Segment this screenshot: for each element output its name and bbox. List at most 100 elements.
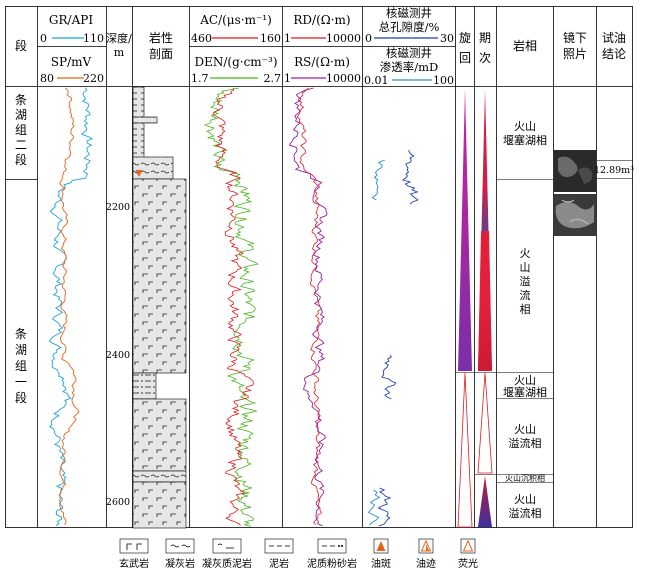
header-cycle-2: 回 bbox=[459, 51, 471, 65]
header-segment: 段 bbox=[15, 38, 27, 53]
facies-4-line-2: 溢流相 bbox=[509, 436, 542, 450]
facies-column: 火山 堰塞湖相 火 山 溢 流 相 火山 堰塞湖相 火山 溢流相 火山沉积相 火… bbox=[497, 120, 553, 520]
header-lith-1: 岩性 bbox=[149, 30, 173, 45]
stage-column bbox=[475, 89, 497, 527]
facies-2-char-1: 火 bbox=[520, 247, 531, 260]
header-depth-1: 深度/ bbox=[106, 31, 132, 45]
fluorescence-icon bbox=[462, 539, 474, 552]
lithology-column bbox=[132, 86, 187, 529]
header-cycle-1: 旋 bbox=[459, 31, 471, 45]
depth-axis: 2200 2400 2600 bbox=[106, 202, 130, 508]
den-curve bbox=[203, 87, 259, 527]
legend-basalt-label: 玄武岩 bbox=[119, 557, 149, 570]
por-min: 0 bbox=[365, 32, 372, 45]
den-label: DEN/(g·cm⁻³) bbox=[194, 55, 277, 69]
perm-label-1: 核磁测井 bbox=[386, 46, 432, 60]
header-test-1: 试油 bbox=[602, 30, 626, 45]
header-stage-1: 期 bbox=[479, 31, 491, 45]
legend-tuffaceous-mudstone-label: 凝灰质泥岩 bbox=[202, 557, 252, 570]
facies-2-char-2: 山 bbox=[520, 261, 531, 274]
cycle-column bbox=[456, 89, 475, 528]
segment-2-char-1: 条 bbox=[15, 93, 27, 107]
segment-2-char-2: 湖 bbox=[15, 107, 27, 122]
facies-2-char-3: 溢 bbox=[520, 274, 531, 288]
legend-item-basalt: 玄武岩 bbox=[119, 538, 149, 570]
legend-oil-trace-label: 油迹 bbox=[416, 557, 436, 570]
lith-basalt-mid bbox=[132, 398, 187, 472]
gr-min: 0 bbox=[40, 32, 47, 45]
ac-curve bbox=[212, 87, 254, 526]
depth-tick-2600: 2600 bbox=[106, 497, 130, 508]
depth-tick-2200: 2200 bbox=[106, 202, 130, 213]
facies-4-line-1: 火山 bbox=[514, 423, 536, 436]
facies-2-char-5: 相 bbox=[520, 303, 531, 316]
legend-item-tuffaceous-mudstone: 凝灰质泥岩 bbox=[202, 538, 252, 570]
segment-2-char-5: 段 bbox=[15, 152, 27, 167]
por-max: 30 bbox=[440, 32, 454, 45]
stage-triangle-1-lower bbox=[478, 231, 492, 371]
legend-item-mudstone: 泥岩 bbox=[264, 538, 294, 570]
perm-min: 0.01 bbox=[364, 74, 389, 87]
perm-curve-upper bbox=[371, 159, 386, 201]
thin-section-photos bbox=[554, 150, 596, 236]
por-curve-mid bbox=[381, 354, 397, 400]
lith-basalt-main bbox=[132, 178, 187, 374]
test-result-value: 12.89m³ bbox=[594, 165, 634, 176]
header: 段 深度/ m 岩性 剖面 旋 回 期 次 岩相 镜下 照片 试油 结论 bbox=[15, 30, 626, 65]
facies-3-line-2: 堰塞湖相 bbox=[503, 385, 547, 399]
legend-basalt-icon bbox=[119, 538, 149, 554]
ac-max: 160 bbox=[260, 32, 281, 45]
facies-1-line-1: 火山 bbox=[514, 120, 536, 133]
header-depth-2: m bbox=[114, 46, 125, 59]
segment-labels: 条 湖 组 二 段 条 湖 组 一 段 bbox=[15, 93, 27, 405]
ac-min: 460 bbox=[191, 32, 212, 45]
legend-fluorescence-label: 荧光 bbox=[458, 557, 478, 570]
sp-max: 220 bbox=[83, 72, 104, 85]
lith-tuff-lower bbox=[132, 470, 187, 483]
segment-1-char-2: 湖 bbox=[15, 342, 27, 357]
gr-label: GR/API bbox=[49, 13, 93, 27]
rd-label: RD/(Ω·m) bbox=[293, 13, 350, 27]
perm-curve-lower bbox=[367, 489, 381, 526]
test-result: 12.89m³ bbox=[594, 160, 634, 179]
rs-min: 1 bbox=[284, 72, 291, 85]
legend-item-muddy-siltstone: 泥质粉砂岩 bbox=[307, 538, 357, 570]
curve-headers: GR/API 0 110 SP/mV 80 220 AC/(μs·m⁻¹) 46… bbox=[40, 6, 454, 87]
header-test-2: 结论 bbox=[602, 47, 626, 61]
perm-max: 100 bbox=[433, 74, 454, 87]
stage-triangle-3 bbox=[478, 476, 492, 527]
segment-1-char-5: 段 bbox=[15, 390, 27, 405]
lith-siltstone-lens bbox=[132, 116, 158, 124]
por-curve-lower bbox=[377, 487, 392, 527]
lith-tuffaceous-mid bbox=[132, 372, 157, 400]
legend-oil-spot-label: 油斑 bbox=[371, 557, 391, 570]
stage-triangle-2 bbox=[477, 372, 493, 474]
depth-tick-2400: 2400 bbox=[106, 350, 130, 361]
legend-item-oil-trace: 油迹 bbox=[416, 538, 436, 570]
cycle-triangle-2 bbox=[457, 372, 473, 528]
facies-1-line-2: 堰塞湖相 bbox=[503, 133, 547, 147]
oil-spot-icon bbox=[376, 541, 386, 551]
legend-muddy-siltstone-label: 泥质粉砂岩 bbox=[307, 557, 357, 570]
den-max: 2.7 bbox=[264, 72, 282, 85]
cycle-triangle-1 bbox=[458, 89, 472, 371]
facies-2-char-4: 流 bbox=[520, 288, 531, 302]
por-label-2: 总孔隙度/% bbox=[379, 20, 440, 34]
por-label-1: 核磁测井 bbox=[386, 6, 432, 20]
grid-frame bbox=[5, 6, 633, 528]
legend-item-oil-spot: 油斑 bbox=[371, 538, 391, 570]
segment-1-char-3: 组 bbox=[15, 359, 27, 373]
perm-label-2: 渗透率/mD bbox=[380, 60, 439, 74]
den-min: 1.7 bbox=[191, 72, 209, 85]
rd-curve bbox=[296, 87, 323, 526]
segment-2-char-3: 组 bbox=[15, 123, 27, 137]
legend-mudstone-label: 泥岩 bbox=[269, 557, 289, 570]
facies-6-line-2: 溢流相 bbox=[509, 506, 542, 520]
legend-tuff-label: 凝灰岩 bbox=[165, 557, 195, 570]
sp-label: SP/mV bbox=[51, 55, 92, 69]
rs-curve bbox=[288, 87, 328, 527]
header-photo-2: 照片 bbox=[563, 47, 587, 61]
log-curves bbox=[48, 87, 419, 527]
gr-max: 110 bbox=[83, 32, 104, 45]
